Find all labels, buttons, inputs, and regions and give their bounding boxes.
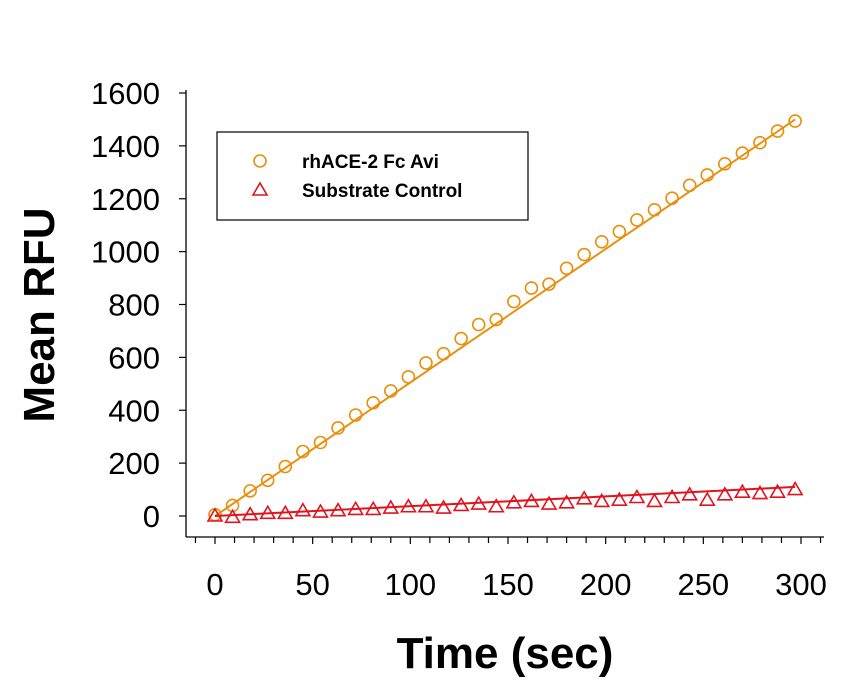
legend-box — [216, 131, 529, 221]
data-point-circle — [700, 168, 715, 182]
data-point-triangle — [610, 491, 628, 506]
legend: rhACE-2 Fc Avi Substrate Control — [216, 131, 529, 221]
x-tick-label: 200 — [580, 567, 632, 602]
x-tick-label: 250 — [677, 567, 729, 602]
data-point-triangle — [241, 506, 259, 521]
data-point-circle — [630, 213, 644, 227]
data-point-triangle — [224, 508, 241, 524]
x-tick-label: 100 — [384, 567, 436, 602]
legend-label-1: Substrate Control — [302, 181, 462, 202]
y-tick-label: 200 — [108, 446, 160, 481]
data-point-circle — [507, 294, 521, 309]
data-point-circle — [313, 435, 328, 450]
x-axis-title: Time (sec) — [397, 629, 614, 678]
data-point-circle — [665, 191, 679, 206]
data-point-triangle — [734, 483, 751, 499]
data-point-triangle — [540, 495, 558, 510]
data-point-circle — [735, 146, 750, 160]
data-point-circle — [489, 312, 504, 327]
data-point-circle — [331, 421, 345, 435]
data-point-triangle — [294, 502, 312, 517]
data-point-circle — [788, 114, 802, 128]
data-point-triangle — [751, 484, 769, 500]
y-tick-label: 1400 — [91, 129, 160, 164]
data-point-triangle — [329, 502, 347, 517]
data-point-circle — [471, 317, 486, 332]
data-point-circle — [682, 178, 697, 193]
data-point-triangle — [575, 490, 593, 505]
y-tick-label: 1600 — [91, 76, 160, 111]
legend-label-0: rhACE-2 Fc Avi — [302, 152, 439, 173]
legend-marker-triangle — [251, 181, 269, 196]
y-tick-label: 400 — [108, 393, 160, 428]
data-point-triangle — [399, 498, 417, 513]
data-point-triangle — [364, 500, 382, 516]
data-point-circle — [296, 444, 310, 459]
data-point-triangle — [276, 504, 294, 520]
data-point-circle — [243, 484, 257, 498]
x-tick-label: 300 — [775, 567, 827, 602]
data-point-circle — [278, 459, 293, 474]
data-point-triangle — [505, 494, 523, 509]
y-tick-label: 600 — [108, 340, 160, 375]
data-point-triangle — [716, 486, 734, 501]
data-point-circle — [647, 203, 662, 217]
data-point-circle — [718, 157, 732, 171]
data-point-triangle — [206, 507, 224, 522]
data-point-circle — [419, 356, 433, 370]
y-tick-label: 800 — [108, 288, 160, 323]
legend-marker-circle — [253, 154, 267, 168]
x-tick-label: 150 — [482, 567, 534, 602]
fit-line-0 — [214, 118, 796, 517]
data-point-circle — [366, 396, 381, 410]
data-point-triangle — [259, 504, 277, 520]
data-point-triangle — [558, 494, 575, 509]
data-point-circle — [594, 235, 609, 249]
data-point-triangle — [698, 491, 716, 506]
data-point-triangle — [681, 486, 699, 501]
data-point-circle — [770, 124, 785, 138]
data-point-triangle — [347, 500, 365, 516]
data-point-triangle — [786, 480, 804, 496]
data-point-circle — [559, 261, 574, 276]
y-tick-label: 1200 — [91, 182, 160, 217]
data-point-circle — [524, 281, 539, 295]
data-point-circle — [383, 384, 398, 398]
data-point-triangle — [487, 498, 505, 513]
axes: 0 200 400 600 800 1000 1200 1400 1600 0 50 100 150 20… — [91, 76, 827, 602]
fit-line-1 — [214, 485, 796, 517]
y-tick-label: 0 — [143, 499, 160, 534]
data-point-triangle — [382, 499, 400, 514]
data-point-triangle — [769, 483, 786, 499]
x-tick-label: 50 — [295, 567, 329, 602]
y-axis-title: Mean RFU — [15, 207, 64, 422]
data-point-triangle — [417, 498, 435, 513]
x-tick-label: 0 — [206, 567, 223, 602]
data-marks — [206, 114, 804, 524]
data-point-circle — [577, 247, 591, 262]
data-point-triangle — [452, 496, 470, 512]
data-point-circle — [348, 408, 363, 422]
data-point-circle — [542, 277, 556, 291]
data-point-circle — [612, 224, 627, 239]
data-point-circle — [260, 473, 275, 488]
y-tick-label: 1000 — [91, 235, 160, 270]
data-point-triangle — [523, 492, 540, 508]
data-point-triangle — [593, 492, 611, 508]
data-point-circle — [436, 346, 451, 361]
data-point-triangle — [435, 499, 452, 514]
data-point-triangle — [628, 488, 646, 504]
data-point-triangle — [663, 488, 681, 504]
data-point-circle — [454, 331, 468, 346]
data-point-triangle — [646, 492, 663, 508]
data-point-triangle — [312, 503, 329, 518]
data-point-circle — [753, 135, 767, 150]
data-point-triangle — [470, 495, 488, 510]
data-point-circle — [401, 370, 416, 384]
